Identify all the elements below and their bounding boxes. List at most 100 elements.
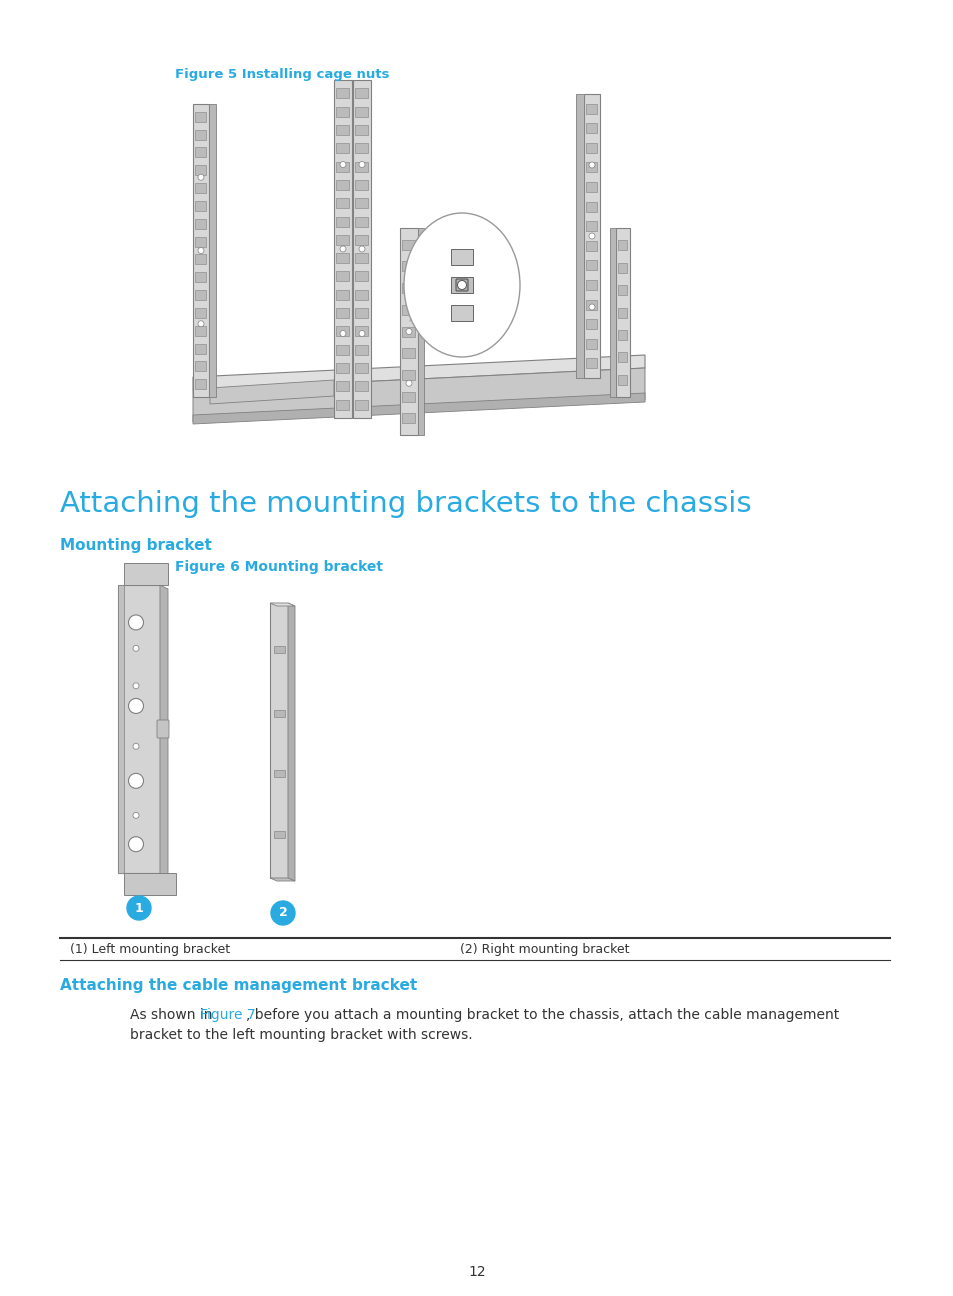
Polygon shape: [335, 88, 349, 98]
Polygon shape: [335, 124, 349, 135]
Polygon shape: [210, 380, 334, 404]
Polygon shape: [194, 201, 206, 211]
Polygon shape: [335, 345, 349, 355]
Polygon shape: [193, 393, 644, 424]
Polygon shape: [401, 283, 415, 293]
Polygon shape: [335, 399, 349, 410]
Polygon shape: [355, 345, 368, 355]
Polygon shape: [401, 391, 415, 402]
Polygon shape: [401, 305, 415, 315]
Ellipse shape: [403, 213, 519, 356]
Text: As shown in: As shown in: [130, 1008, 216, 1023]
Text: 12: 12: [468, 1265, 485, 1279]
Circle shape: [358, 162, 365, 167]
Text: Figure 5 Installing cage nuts: Figure 5 Installing cage nuts: [174, 67, 389, 80]
Polygon shape: [585, 181, 597, 192]
Polygon shape: [270, 603, 288, 877]
Polygon shape: [124, 874, 175, 896]
Polygon shape: [335, 381, 349, 391]
Polygon shape: [585, 299, 597, 310]
Polygon shape: [270, 603, 294, 607]
Polygon shape: [355, 399, 368, 410]
Polygon shape: [576, 95, 583, 378]
Circle shape: [132, 744, 139, 749]
Circle shape: [358, 330, 365, 337]
Polygon shape: [194, 290, 206, 301]
Polygon shape: [124, 562, 168, 584]
Polygon shape: [335, 308, 349, 318]
Polygon shape: [355, 162, 368, 171]
Polygon shape: [193, 104, 209, 397]
Circle shape: [271, 901, 294, 925]
Polygon shape: [616, 228, 629, 397]
Polygon shape: [401, 262, 415, 271]
Polygon shape: [160, 584, 168, 877]
Polygon shape: [355, 144, 368, 153]
Text: (1) Left mounting bracket: (1) Left mounting bracket: [70, 943, 230, 956]
Polygon shape: [194, 254, 206, 264]
Circle shape: [588, 233, 595, 238]
Polygon shape: [618, 330, 626, 340]
Polygon shape: [335, 327, 349, 337]
Circle shape: [588, 162, 595, 168]
Polygon shape: [401, 240, 415, 250]
Polygon shape: [585, 143, 597, 153]
Circle shape: [132, 645, 139, 652]
Polygon shape: [209, 104, 215, 397]
Polygon shape: [335, 290, 349, 299]
Polygon shape: [618, 375, 626, 385]
Text: bracket to the left mounting bracket with screws.: bracket to the left mounting bracket wit…: [130, 1028, 472, 1042]
Polygon shape: [194, 148, 206, 158]
Polygon shape: [194, 166, 206, 175]
Polygon shape: [335, 180, 349, 191]
Text: 2: 2: [278, 906, 287, 919]
Circle shape: [588, 305, 595, 310]
Polygon shape: [585, 202, 597, 211]
Polygon shape: [417, 228, 423, 435]
Text: 1: 1: [134, 902, 143, 915]
Circle shape: [198, 248, 204, 254]
Polygon shape: [355, 381, 368, 391]
Polygon shape: [194, 111, 206, 122]
Polygon shape: [274, 647, 285, 653]
Polygon shape: [355, 271, 368, 281]
Polygon shape: [585, 104, 597, 114]
Circle shape: [406, 277, 412, 283]
Polygon shape: [194, 219, 206, 229]
Polygon shape: [451, 305, 473, 321]
Polygon shape: [194, 380, 206, 389]
Polygon shape: [335, 106, 349, 117]
Circle shape: [339, 246, 346, 251]
Text: Mounting bracket: Mounting bracket: [60, 538, 212, 553]
Polygon shape: [335, 271, 349, 281]
Text: Attaching the mounting brackets to the chassis: Attaching the mounting brackets to the c…: [60, 490, 751, 518]
Polygon shape: [194, 183, 206, 193]
Polygon shape: [335, 253, 349, 263]
Polygon shape: [401, 349, 415, 358]
Polygon shape: [274, 709, 285, 717]
Polygon shape: [585, 123, 597, 133]
Polygon shape: [401, 369, 415, 380]
Polygon shape: [451, 277, 473, 293]
Polygon shape: [355, 198, 368, 209]
FancyBboxPatch shape: [456, 279, 468, 292]
Circle shape: [339, 162, 346, 167]
Polygon shape: [335, 235, 349, 245]
Text: Attaching the cable management bracket: Attaching the cable management bracket: [60, 978, 416, 993]
Polygon shape: [585, 280, 597, 290]
Text: Figure 6 Mounting bracket: Figure 6 Mounting bracket: [174, 560, 382, 574]
Polygon shape: [609, 228, 616, 397]
Polygon shape: [618, 285, 626, 295]
Polygon shape: [585, 338, 597, 349]
Polygon shape: [585, 241, 597, 251]
Circle shape: [127, 896, 151, 920]
Polygon shape: [585, 222, 597, 231]
Polygon shape: [353, 80, 371, 419]
Polygon shape: [355, 216, 368, 227]
Polygon shape: [585, 359, 597, 368]
Circle shape: [129, 837, 143, 851]
Circle shape: [457, 280, 466, 289]
Polygon shape: [274, 770, 285, 778]
Polygon shape: [585, 162, 597, 172]
Polygon shape: [618, 263, 626, 272]
